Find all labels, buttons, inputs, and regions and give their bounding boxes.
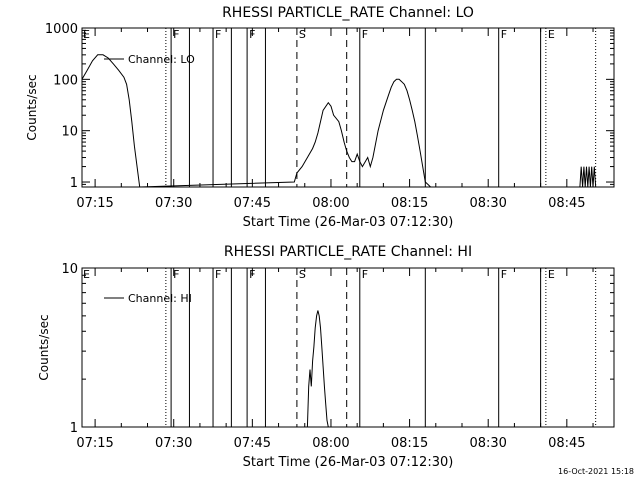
lo-marker-label: F xyxy=(215,28,221,41)
hi-marker-label: F xyxy=(215,268,221,281)
lo-marker-label: F xyxy=(501,28,507,41)
hi-marker-label: S xyxy=(299,268,306,281)
lo-y-tick-label: 1000 xyxy=(45,22,78,37)
lo-x-tick-label: 07:15 xyxy=(76,196,113,211)
lo-y-tick-label: 100 xyxy=(53,73,78,88)
lo-chart-title: RHESSI PARTICLE_RATE Channel: LO xyxy=(222,5,474,21)
lo-x-axis-label: Start Time (26-Mar-03 07:12:30) xyxy=(243,215,454,230)
lo-marker-label: F xyxy=(362,28,368,41)
timestamp-footer: 16-Oct-2021 15:18 xyxy=(558,467,634,476)
lo-x-tick-label: 07:30 xyxy=(155,196,192,211)
hi-x-tick-label: 08:30 xyxy=(469,436,506,451)
lo-plot-frame xyxy=(81,27,615,188)
hi-x-tick-label: 07:30 xyxy=(155,436,192,451)
lo-y-axis-label: Counts/sec xyxy=(25,74,39,140)
hi-y-tick-label: 1 xyxy=(70,421,78,436)
hi-chart-title: RHESSI PARTICLE_RATE Channel: HI xyxy=(224,244,472,260)
hi-x-tick-label: 07:45 xyxy=(234,436,271,451)
lo-legend-label: Channel: LO xyxy=(128,53,195,66)
hi-x-tick-label: 08:15 xyxy=(391,436,428,451)
lo-marker-label: S xyxy=(299,28,306,41)
lo-rate-series-line xyxy=(81,54,597,188)
lo-x-tick-label: 08:45 xyxy=(548,196,585,211)
hi-x-tick-label: 08:00 xyxy=(312,436,349,451)
lo-marker-label: F xyxy=(249,28,255,41)
hi-marker-label: F xyxy=(173,268,179,281)
hi-plot-frame xyxy=(81,267,615,428)
hi-legend-label: Channel: HI xyxy=(128,292,192,305)
lo-x-tick-label: 08:15 xyxy=(391,196,428,211)
lo-edge-marker-label: E xyxy=(83,28,90,41)
hi-marker-label: F xyxy=(362,268,368,281)
hi-marker-label: F xyxy=(501,268,507,281)
lo-y-tick-label: 1 xyxy=(70,176,78,191)
hi-edge-marker-label: E xyxy=(83,268,90,281)
hi-x-axis-label: Start Time (26-Mar-03 07:12:30) xyxy=(243,455,454,470)
lo-marker-label: E xyxy=(548,28,555,41)
lo-marker-label: F xyxy=(173,28,179,41)
hi-x-tick-label: 08:45 xyxy=(548,436,585,451)
lo-x-tick-label: 08:30 xyxy=(469,196,506,211)
lo-x-tick-label: 07:45 xyxy=(234,196,271,211)
lo-y-tick-label: 10 xyxy=(61,125,78,140)
hi-y-axis-label: Counts/sec xyxy=(37,314,51,380)
hi-channel-panel: RHESSI PARTICLE_RATE Channel: HI 1 10 07:15… xyxy=(37,244,615,470)
lo-x-tick-label: 08:00 xyxy=(312,196,349,211)
hi-marker-label: E xyxy=(548,268,555,281)
hi-y-tick-label: 10 xyxy=(61,262,78,277)
lo-channel-panel: RHESSI PARTICLE_RATE Channel: LO 1 10 100 10… xyxy=(25,5,615,230)
hi-rate-series-line xyxy=(306,310,329,428)
hi-x-tick-label: 07:15 xyxy=(76,436,113,451)
hi-marker-label: F xyxy=(249,268,255,281)
